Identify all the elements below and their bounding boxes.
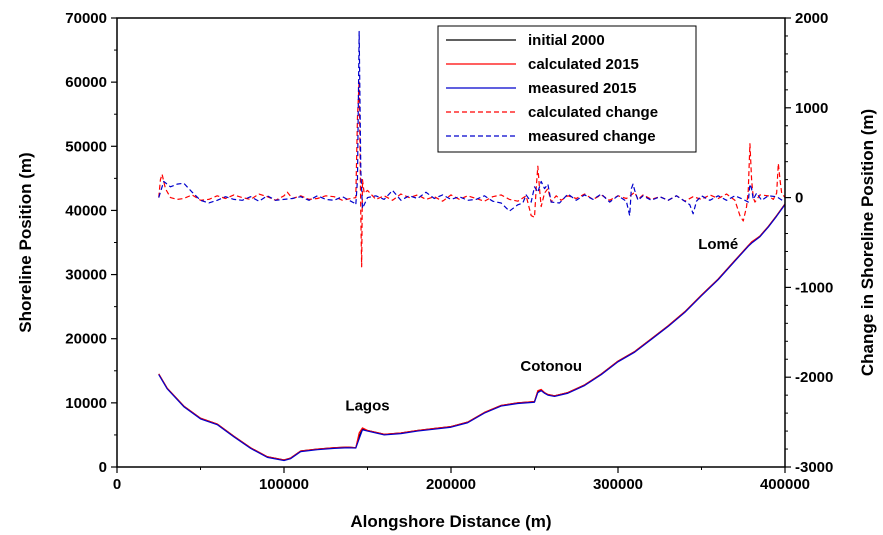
series-line-initial-2000: [158, 203, 785, 461]
annotation-label: Lomé: [698, 236, 738, 253]
x-axis-title: Alongshore Distance (m): [350, 512, 551, 531]
y2-tick-label: 0: [795, 190, 803, 207]
y2-tick-label: -3000: [795, 459, 833, 476]
legend: initial 2000 calculated 2015 measured 2015…: [437, 25, 697, 153]
y-axis-left-title: Shoreline Position (m): [16, 152, 35, 332]
y-tick-label: 0: [99, 459, 107, 476]
legend-box: [437, 25, 697, 153]
annotation-label: Lagos: [345, 398, 389, 415]
series-layer: [158, 30, 785, 462]
y2-tick-label: 1000: [795, 100, 828, 117]
x-tick-label: 300000: [593, 476, 643, 493]
legend-label: calculated 2015: [528, 56, 639, 73]
series-line-calculated-change: [158, 80, 785, 268]
series-line-measured-2015: [158, 204, 785, 462]
y-axis-right-ticks: -3000 -2000 -1000 0 1000 2000: [785, 10, 833, 476]
y-axis-right-title: Change in Shoreline Position (m): [858, 109, 877, 376]
legend-label: initial 2000: [528, 32, 605, 49]
y-tick-label: 20000: [65, 331, 107, 348]
y-axis-left-ticks: 0 10000 20000 30000 40000 50000 60000 70000: [65, 10, 117, 476]
y2-tick-label: -1000: [795, 279, 833, 296]
series-line-calculated-2015: [158, 203, 785, 461]
y-tick-label: 60000: [65, 74, 107, 91]
series-group: [158, 30, 785, 462]
y-tick-label: 30000: [65, 267, 107, 284]
x-tick-label: 100000: [259, 476, 309, 493]
series-line-measured-change: [158, 30, 785, 217]
legend-label: measured 2015: [528, 80, 636, 97]
y-tick-label: 50000: [65, 138, 107, 155]
annotation-label: Cotonou: [520, 358, 582, 375]
legend-label: calculated change: [528, 104, 658, 121]
y2-tick-label: 2000: [795, 10, 828, 27]
y-tick-label: 70000: [65, 10, 107, 27]
y2-tick-label: -2000: [795, 369, 833, 386]
y-tick-label: 40000: [65, 202, 107, 219]
x-axis-ticks: 0 100000 200000 300000 400000: [113, 467, 810, 493]
x-tick-label: 200000: [426, 476, 476, 493]
legend-label: measured change: [528, 128, 656, 145]
x-tick-label: 400000: [760, 476, 810, 493]
y-tick-label: 10000: [65, 395, 107, 412]
annotations: Lagos Cotonou Lomé: [345, 236, 738, 415]
x-tick-label: 0: [113, 476, 121, 493]
